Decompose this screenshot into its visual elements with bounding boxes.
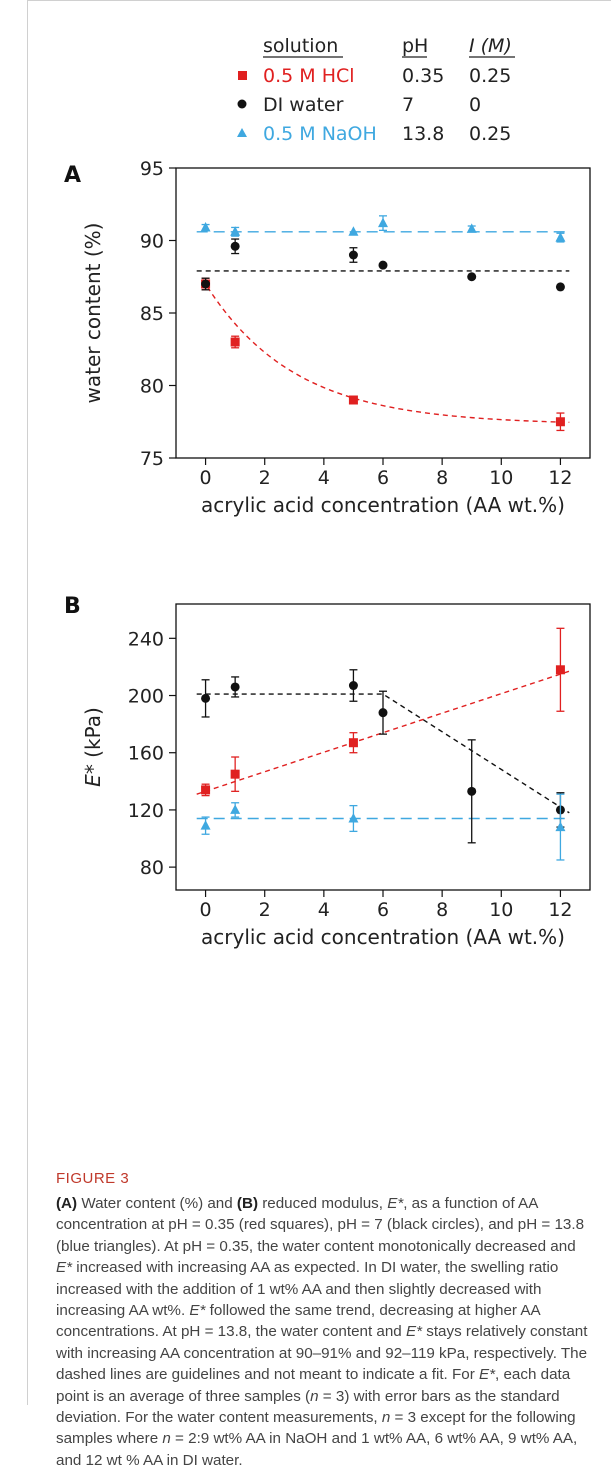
y-axis-label: E* (kPa): [81, 707, 105, 787]
data-point-circle: [348, 250, 358, 260]
legend-ionic-naoh: 0.25: [469, 123, 511, 145]
data-point-circle: [555, 282, 565, 292]
y-tick-label: 200: [128, 686, 164, 708]
x-tick-label: 0: [200, 899, 212, 921]
data-point-square: [555, 665, 565, 675]
data-point-square: [348, 395, 358, 405]
data-point-triangle: [230, 226, 241, 236]
x-tick-label: 2: [259, 467, 271, 489]
data-point-triangle: [348, 226, 359, 236]
x-tick-label: 6: [377, 467, 389, 489]
x-tick-label: 8: [436, 467, 448, 489]
x-tick-label: 4: [318, 467, 330, 489]
legend-ph-hcl: 0.35: [402, 65, 444, 87]
data-point-circle: [378, 260, 388, 270]
x-tick-label: 10: [489, 467, 513, 489]
x-tick-label: 10: [489, 899, 513, 921]
guide-line: [196, 670, 570, 795]
legend-marker-circle: [237, 99, 247, 109]
data-point-circle: [230, 241, 240, 251]
y-tick-label: 80: [140, 376, 164, 398]
data-point-triangle: [230, 804, 241, 814]
plot-b: 0 2 4 6 8 10 12 80 120 160 200 240 acrylic acid conc…: [81, 603, 591, 949]
guide-line: [202, 278, 570, 424]
data-point-triangle: [348, 813, 359, 823]
data-point-circle: [467, 272, 477, 282]
y-tick-label: 95: [140, 158, 164, 180]
legend-solution-di: DI water: [263, 94, 344, 116]
figure-frame: [27, 0, 611, 1405]
data-point-triangle: [466, 223, 477, 233]
data-point-square: [230, 337, 240, 347]
x-axis-label: acrylic acid concentration (AA wt.%): [201, 925, 565, 949]
data-point-triangle: [555, 232, 566, 242]
data-point-square: [555, 417, 565, 427]
legend-ionic-hcl: 0.25: [469, 65, 511, 87]
x-tick-label: 0: [200, 467, 212, 489]
plot-frame: [175, 603, 591, 891]
legend-header-ionic: I (M): [469, 35, 512, 57]
data-point-triangle: [200, 820, 211, 830]
legend-header-ph: pH: [402, 35, 428, 57]
x-tick-label: 12: [548, 467, 572, 489]
legend-solution-hcl: 0.5 M HCl: [263, 65, 355, 87]
legend-header-solution: solution: [263, 35, 338, 57]
data-point-triangle: [378, 217, 388, 228]
caption-body: (A) Water content (%) and (B) reduced mo…: [56, 1195, 588, 1469]
guide-line: [196, 693, 570, 814]
data-point-circle: [378, 708, 388, 718]
y-tick-label: 160: [128, 743, 164, 765]
plot-a: 0 2 4 6 8 10 12 75 80 85 90 95 acrylic acid concentr…: [81, 158, 591, 517]
x-tick-label: 2: [259, 899, 271, 921]
legend-ionic-di: 0: [469, 94, 481, 116]
x-tick-label: 4: [318, 899, 330, 921]
legend-ph-di: 7: [402, 94, 414, 116]
figure-svg: solution pH I (M) 0.5 M HCl 0.35 0.25 DI…: [64, 35, 591, 949]
caption-title: FIGURE 3: [56, 1170, 130, 1187]
panel-letter-a: A: [64, 163, 81, 188]
y-axis-label: water content (%): [81, 223, 105, 404]
data-point-square: [348, 738, 358, 748]
legend-marker-triangle: [237, 128, 247, 137]
data-point-triangle: [200, 221, 211, 232]
legend-marker-square: [238, 71, 247, 80]
x-tick-label: 6: [377, 899, 389, 921]
y-tick-label: 90: [140, 231, 164, 253]
data-point-square: [230, 769, 240, 779]
legend-ph-naoh: 13.8: [402, 123, 444, 145]
data-point-circle: [230, 682, 240, 692]
data-point-square: [201, 785, 211, 795]
data-point-circle: [348, 681, 358, 691]
y-tick-label: 80: [140, 857, 164, 879]
y-tick-label: 240: [128, 628, 164, 650]
data-point-triangle: [555, 821, 566, 832]
x-tick-label: 12: [548, 899, 572, 921]
panel-letter-b: B: [64, 594, 81, 619]
x-tick-label: 8: [436, 899, 448, 921]
x-axis-label: acrylic acid concentration (AA wt.%): [201, 493, 565, 517]
y-tick-label: 85: [140, 303, 164, 325]
legend-solution-naoh: 0.5 M NaOH: [263, 123, 377, 145]
data-point-circle: [201, 279, 211, 289]
y-tick-label: 75: [140, 448, 164, 470]
y-tick-label: 120: [128, 800, 164, 822]
legend: solution pH I (M) 0.5 M HCl 0.35 0.25 DI…: [237, 35, 515, 145]
plot-frame: [175, 167, 591, 459]
data-point-circle: [467, 786, 477, 796]
data-point-circle: [201, 693, 211, 703]
